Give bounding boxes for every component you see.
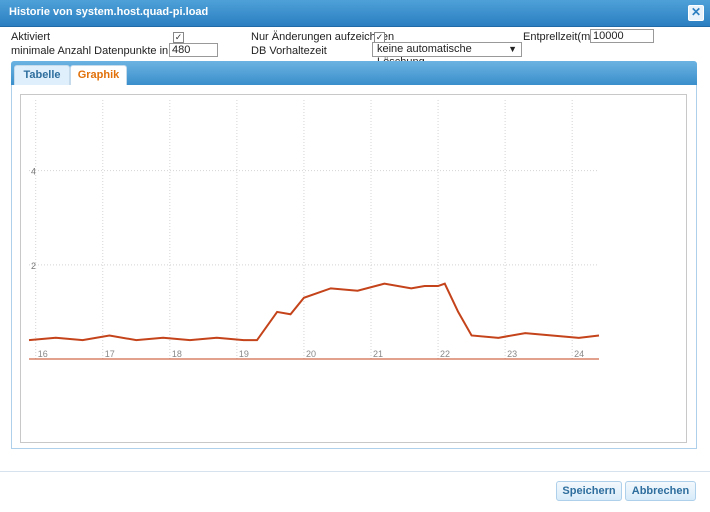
retention-select[interactable]: keine automatische Löschung ▼ — [372, 42, 522, 68]
close-icon[interactable]: ✕ — [688, 5, 704, 21]
x-tick-label: 18 — [172, 349, 182, 359]
chevron-down-icon: ▼ — [508, 44, 517, 54]
tab-table[interactable]: Tabelle — [14, 65, 70, 86]
changes-only-label: Nur Änderungen aufzeichnen — [251, 31, 395, 43]
enabled-checkbox[interactable]: ✓ — [173, 32, 184, 43]
min-points-input[interactable]: 480 — [169, 43, 218, 57]
min-points-label: minimale Anzahl Datenpunkte in Redis — [11, 45, 200, 57]
x-tick-label: 22 — [440, 349, 450, 359]
dialog-title: Historie von system.host.quad-pi.load — [9, 6, 209, 18]
retention-label: DB Vorhaltezeit — [251, 45, 327, 57]
y-tick-label: 4 — [31, 167, 36, 177]
y-tick-label: 2 — [31, 261, 36, 271]
x-tick-label: 20 — [306, 349, 316, 359]
tab-graph[interactable]: Graphik — [70, 65, 127, 87]
x-tick-label: 23 — [507, 349, 517, 359]
debounce-label: Entprellzeit(ms) — [523, 31, 600, 43]
footer-divider — [0, 471, 710, 472]
x-tick-label: 17 — [105, 349, 115, 359]
chart-frame: 2 4 16 17 18 19 20 21 22 23 24 — [20, 94, 687, 443]
x-tick-label: 16 — [38, 349, 48, 359]
x-tick-label: 24 — [574, 349, 584, 359]
series-line — [28, 282, 600, 342]
x-tick-label: 21 — [373, 349, 383, 359]
save-button[interactable]: Speichern — [556, 481, 622, 501]
cancel-button[interactable]: Abbrechen — [625, 481, 696, 501]
enabled-label: Aktiviert — [11, 31, 51, 43]
x-tick-label: 19 — [239, 349, 249, 359]
dialog-titlebar: Historie von system.host.quad-pi.load ✕ — [0, 0, 710, 27]
debounce-input[interactable]: 10000 — [590, 29, 654, 43]
